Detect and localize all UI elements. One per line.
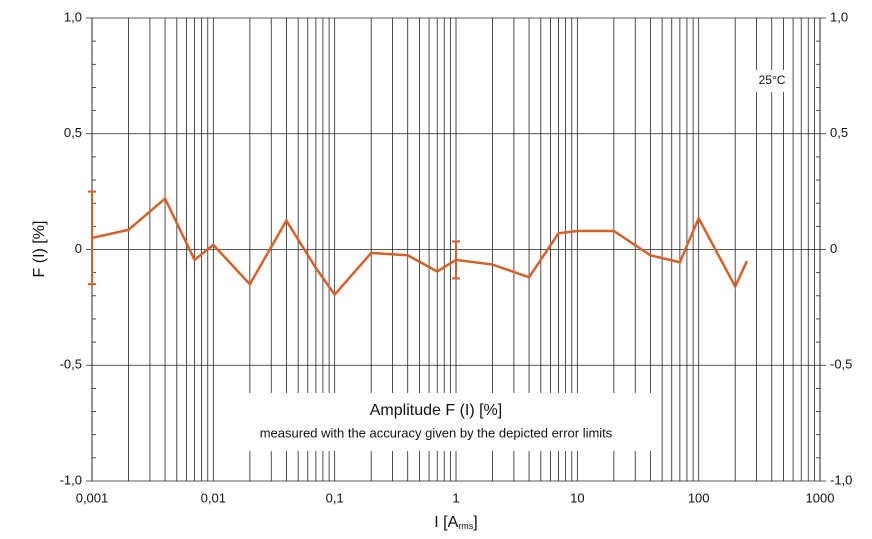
x-tick-label: 0,001	[76, 490, 109, 505]
y-tick-label-left: 0	[75, 241, 82, 256]
y-axis-label: F (I) [%]	[31, 221, 48, 278]
y-tick-label-left: -1,0	[60, 472, 82, 487]
x-axis-label-end: ]	[473, 514, 477, 531]
x-tick-label: 10	[570, 490, 584, 505]
y-tick-label-left: -0,5	[60, 357, 82, 372]
temperature-label: 25°C	[759, 73, 786, 87]
data-line	[91, 196, 749, 297]
annotation-subtitle: measured with the accuracy given by the …	[260, 425, 613, 440]
annotation-box	[248, 393, 652, 451]
annotation-title: Amplitude F (I) [%]	[370, 402, 502, 419]
temperature-box	[753, 70, 791, 92]
x-tick-label: 100	[688, 490, 710, 505]
y-tick-label-left: 0,5	[64, 125, 82, 140]
y-tick-label-right: 1,0	[830, 9, 848, 24]
y-tick-label-left: 1,0	[64, 9, 82, 24]
x-tick-label: 0,01	[201, 490, 226, 505]
x-tick-label: 1000	[806, 490, 835, 505]
x-axis-label: I [Arms]	[434, 514, 477, 531]
y-tick-label-right: 0	[830, 241, 837, 256]
y-tick-label-right: -0,5	[830, 357, 852, 372]
x-axis-label-main: I [A	[434, 514, 458, 531]
y-tick-label-right: 0,5	[830, 125, 848, 140]
x-tick-label: 1	[452, 490, 459, 505]
x-tick-label: 0,1	[326, 490, 344, 505]
x-axis-label-sub: rms	[458, 521, 473, 531]
y-tick-label-right: -1,0	[830, 472, 852, 487]
